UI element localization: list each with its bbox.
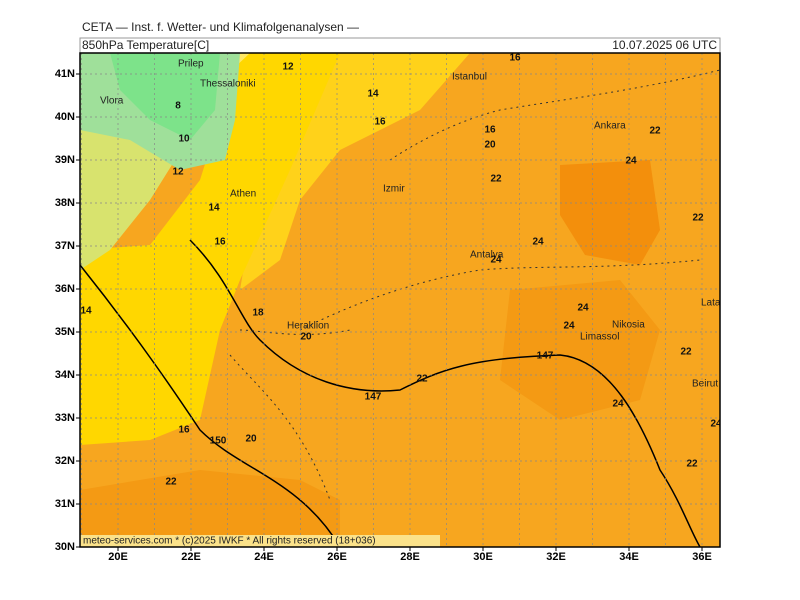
lat-label: 36N [55, 283, 75, 295]
isotherm [389, 69, 720, 161]
contour-label: 12 [172, 167, 184, 178]
contour-label: 16 [214, 237, 226, 248]
footer: meteo-services.com * (c)2025 IWKF * All … [83, 536, 376, 547]
map-frame [79, 52, 721, 548]
city-label: Istanbul [452, 72, 487, 83]
contour-label: 18 [252, 308, 264, 319]
title: CETA — Inst. f. Wetter- und Klimafolgena… [82, 20, 359, 34]
contour-label: 22 [680, 347, 692, 358]
contour-label: 147 [365, 392, 382, 403]
lon-label: 28E [400, 551, 420, 563]
contour-label: 22 [686, 459, 698, 470]
contour-label: 24 [612, 399, 624, 410]
lat-label: 39N [55, 154, 75, 166]
contour-label: 22 [165, 477, 177, 488]
contour-label: 24 [710, 419, 722, 430]
subtitle: 850hPa Temperature[C] [82, 38, 209, 52]
lon-label: 36E [692, 551, 712, 563]
lat-label: 31N [55, 498, 75, 510]
contour-label: 20 [300, 332, 312, 343]
city-label: Athen [230, 189, 256, 200]
contour-label: 24 [625, 156, 637, 167]
contour-label: 24 [563, 321, 575, 332]
contour-label: 14 [80, 306, 92, 317]
datetime: 10.07.2025 06 UTC [612, 38, 717, 52]
contour-label: 24 [490, 255, 502, 266]
lat-label: 37N [55, 240, 75, 252]
contour-label: 147 [537, 351, 554, 362]
contour-label: 10 [178, 134, 190, 145]
contour-label: 8 [175, 101, 181, 112]
contour-label: 14 [367, 89, 379, 100]
lat-label: 41N [55, 68, 75, 80]
contour-label: 22 [649, 126, 661, 137]
isohypse [189, 239, 701, 547]
contour-label: 12 [282, 62, 294, 73]
lat-label: 33N [55, 412, 75, 424]
contour-label: 16 [178, 425, 190, 436]
field-green-dark [110, 53, 220, 140]
city-label: Limassol [580, 332, 619, 343]
field-warm [80, 470, 340, 547]
city-label: Antalya [470, 250, 504, 261]
contour-label: 20 [245, 434, 257, 445]
city-label: Prilep [178, 59, 204, 70]
lon-label: 20E [108, 551, 128, 563]
lon-label: 32E [546, 551, 566, 563]
contour-label: 22 [490, 174, 502, 185]
lon-label: 26E [327, 551, 347, 563]
lat-label: 40N [55, 111, 75, 123]
field-yellow [80, 53, 340, 445]
contour-label: 22 [692, 213, 704, 224]
city-label: Izmir [383, 184, 405, 195]
isohypse [80, 264, 341, 547]
city-label: Ankara [594, 121, 626, 132]
city-label: Vlora [100, 96, 124, 107]
contour-label: 24 [577, 303, 589, 314]
footer-bar [80, 535, 440, 547]
contour-label: 20 [484, 140, 496, 151]
city-label: Beirut [692, 379, 718, 390]
field-warm [560, 160, 660, 265]
lat-label: 35N [55, 326, 75, 338]
lat-label: 34N [55, 369, 75, 381]
isotherm [299, 259, 701, 331]
lon-label: 30E [473, 551, 493, 563]
lat-label: 30N [55, 541, 75, 553]
contour-label: 22 [416, 374, 428, 385]
isotherm [229, 329, 351, 501]
lon-label: 34E [619, 551, 639, 563]
temperature-field: Prilep Vlora Thessaloniki Athen Izmir Istanbu… [80, 53, 734, 547]
contour-label: 150 [210, 436, 227, 447]
field-warm [500, 280, 660, 420]
city-label: Thessaloniki [200, 79, 256, 90]
contour-label: 16 [509, 53, 521, 64]
contour-label: 24 [532, 237, 544, 248]
lat-label: 32N [55, 455, 75, 467]
city-label: Heraklion [287, 321, 329, 332]
graticule [80, 53, 720, 547]
contour-label: 16 [484, 125, 496, 136]
lon-label: 24E [254, 551, 274, 563]
contour-label: 16 [374, 117, 386, 128]
city-label: Latakia [701, 298, 734, 309]
lat-label: 38N [55, 197, 75, 209]
contour-label: 14 [208, 203, 220, 214]
lon-label: 22E [181, 551, 201, 563]
map-labels: Prilep Vlora Thessaloniki Athen Izmir Istanbu… [80, 53, 734, 488]
city-label: Nikosia [612, 320, 645, 331]
axes: 41N 40N 39N 38N 37N 36N 35N 34N 33N 32N 31N 30N 20E 2… [55, 68, 712, 563]
